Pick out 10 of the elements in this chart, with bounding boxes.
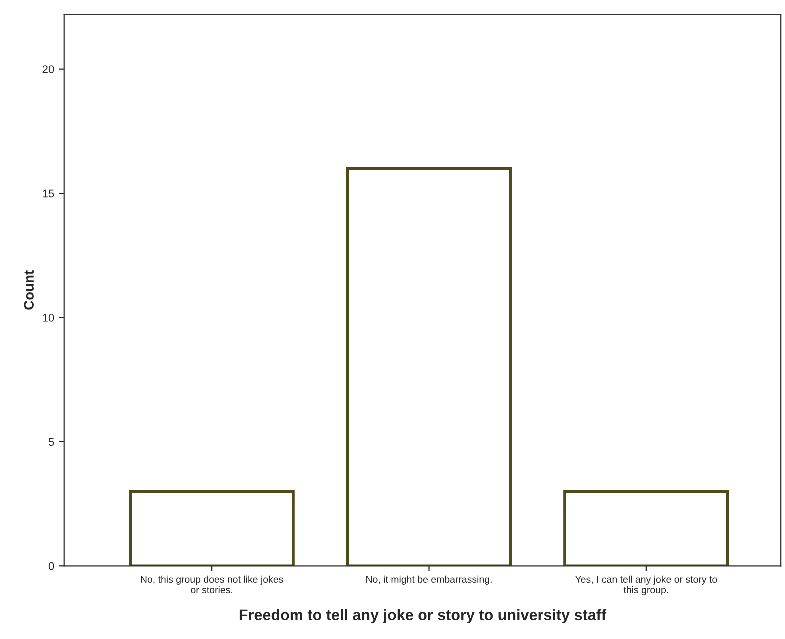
x-tick-label: Yes, I can tell any joke or story to this group. (575, 576, 718, 596)
y-tick-label: 15 (43, 190, 54, 198)
x-tick-label: No, it might be embarrassing. (366, 576, 492, 585)
y-tick-label: 10 (43, 314, 54, 322)
x-tick-label: No, this group does not like jokes or stories. (141, 576, 284, 594)
y-tick-label: 5 (48, 438, 54, 446)
y-axis-title: Count (24, 270, 34, 310)
y-tick-label: 0 (48, 562, 54, 570)
x-axis-title: Freedom to tell any joke or story to university staff (240, 609, 607, 624)
y-tick-label: 20 (42, 66, 54, 74)
